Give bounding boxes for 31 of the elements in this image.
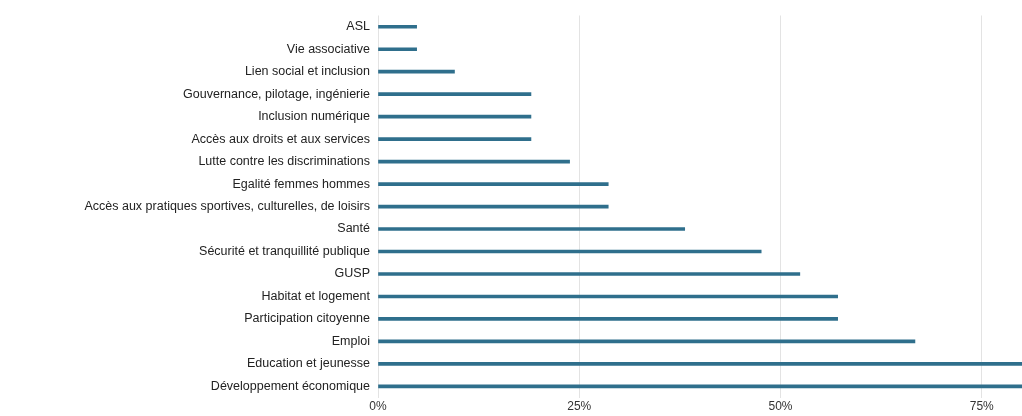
y-tick-label: Gouvernance, pilotage, ingénierie — [183, 86, 371, 101]
y-tick-label: Sécurité et tranquillité publique — [199, 243, 371, 258]
bar — [378, 24, 417, 29]
y-tick-label: Lien social et inclusion — [244, 64, 371, 79]
bar — [378, 47, 417, 52]
x-tick-label: 0% — [369, 399, 387, 414]
y-tick-label: Habitat et logement — [261, 288, 371, 303]
bar — [378, 272, 801, 276]
y-tick-label: Vie associative — [286, 41, 371, 56]
y-tick-label: Développement économique — [210, 378, 371, 393]
x-tick-label: 25% — [567, 399, 592, 414]
y-tick-label: Accès aux pratiques sportives, culturelles, de loisirs — [84, 199, 370, 213]
y-tick-label: ASL — [346, 19, 371, 34]
y-tick-label: Education et jeunesse — [246, 356, 371, 371]
y-tick-label: Participation citoyenne — [244, 311, 371, 326]
x-tick-label: 50% — [768, 399, 793, 414]
x-tick-label: 75% — [969, 399, 995, 414]
bar — [378, 317, 838, 321]
bar — [378, 92, 532, 96]
y-tick-label: GUSP — [334, 266, 370, 281]
y-tick-label: Accès aux droits et aux services — [191, 131, 370, 146]
bar — [378, 182, 609, 186]
bar — [378, 69, 455, 74]
bar — [378, 362, 1022, 366]
y-tick-label: Inclusion numérique — [258, 109, 371, 124]
bar — [378, 227, 686, 231]
y-tick-label: Lutte contre les discriminations — [198, 154, 370, 169]
y-tick-label: Santé — [337, 221, 371, 236]
y-tick-label: Emploi — [331, 333, 370, 348]
bar — [378, 137, 532, 141]
y-tick-label: Egalité femmes hommes — [232, 176, 370, 191]
